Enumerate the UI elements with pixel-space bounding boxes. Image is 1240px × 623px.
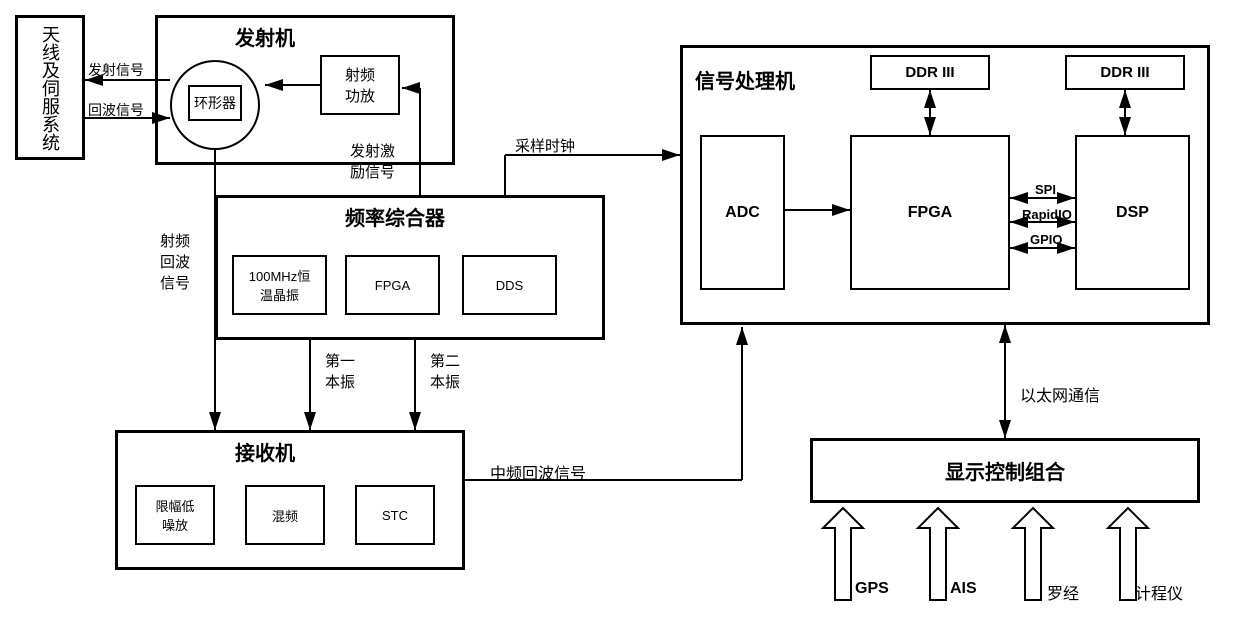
if-echo-label: 中频回波信号 (490, 460, 586, 484)
circulator-box: 环形器 (188, 85, 242, 121)
mixer-box: 混频 (245, 485, 325, 545)
ddr1-label: DDR III (905, 64, 954, 81)
display-title: 显示控制组合 (945, 456, 1065, 485)
rf-amp-label: 射频 功放 (345, 64, 375, 106)
sp-fpga-box: FPGA (850, 135, 1010, 290)
freq-fpga-label: FPGA (375, 278, 410, 293)
echo-signal-label: 回波信号 (88, 100, 144, 120)
circulator-label: 环形器 (194, 93, 236, 113)
tx-excite-label: 发射激 励信号 (350, 140, 395, 182)
lna-label: 限幅低 噪放 (155, 496, 194, 534)
sig-proc-title: 信号处理机 (695, 65, 795, 94)
freq-fpga-box: FPGA (345, 255, 440, 315)
rapidio-label: RapidIO (1022, 207, 1072, 222)
rf-echo-label: 射频 回波 信号 (160, 230, 190, 293)
antenna-box: 天线及伺服系统 (15, 15, 85, 160)
antenna-label: 天线及伺服系统 (37, 25, 63, 151)
compass-label: 罗经 (1047, 580, 1079, 604)
spi-label: SPI (1035, 182, 1056, 197)
dds-box: DDS (462, 255, 557, 315)
stc-label: STC (382, 508, 408, 523)
dsp-box: DSP (1075, 135, 1190, 290)
receiver-title: 接收机 (235, 437, 295, 466)
dsp-label: DSP (1116, 204, 1149, 222)
mixer-label: 混频 (272, 506, 298, 525)
ddr2-box: DDR III (1065, 55, 1185, 90)
lna-box: 限幅低 噪放 (135, 485, 215, 545)
sample-clk-label: 采样时钟 (515, 135, 575, 156)
lo1-label: 第一 本振 (325, 350, 355, 392)
tx-signal-label: 发射信号 (88, 60, 144, 80)
adc-box: ADC (700, 135, 785, 290)
sp-fpga-label: FPGA (908, 204, 952, 222)
stc-box: STC (355, 485, 435, 545)
rf-amp-box: 射频 功放 (320, 55, 400, 115)
dds-label: DDS (496, 278, 523, 293)
adc-label: ADC (725, 204, 760, 222)
ddr1-box: DDR III (870, 55, 990, 90)
gps-label: GPS (855, 580, 889, 598)
osc-label: 100MHz恒 温晶振 (249, 266, 310, 304)
osc-box: 100MHz恒 温晶振 (232, 255, 327, 315)
freq-synth-title: 频率综合器 (345, 202, 445, 231)
ais-label: AIS (950, 580, 977, 598)
ddr2-label: DDR III (1100, 64, 1149, 81)
log-label: 计程仪 (1135, 580, 1183, 604)
lo2-label: 第二 本振 (430, 350, 460, 392)
transmitter-title: 发射机 (235, 22, 295, 51)
display-box: 显示控制组合 (810, 438, 1200, 503)
ethernet-label: 以太网通信 (1020, 382, 1100, 406)
gpio-label: GPIO (1030, 232, 1063, 247)
